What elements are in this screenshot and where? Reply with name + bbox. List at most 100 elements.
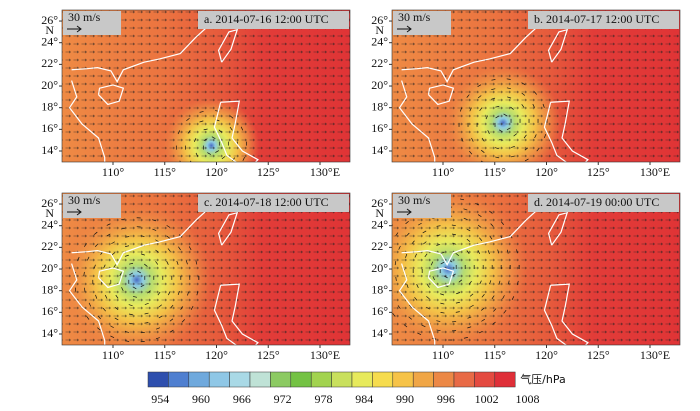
vortex-vector (125, 236, 130, 238)
vortex-vector (424, 253, 428, 258)
vortex-vector (532, 103, 535, 108)
vortex-vector (436, 320, 441, 322)
coastline (71, 198, 217, 266)
y-tick-label: 16° (371, 304, 388, 318)
vortex-vector (158, 315, 163, 319)
vortex-vector (502, 295, 505, 300)
vortex-vector (77, 256, 80, 261)
x-tick-label: 125° (257, 165, 280, 179)
vortex-vector (507, 280, 510, 285)
coastline (217, 28, 239, 63)
y-tick-label: 20° (41, 261, 58, 275)
colorbar-box (147, 371, 169, 388)
vortex-vector (491, 295, 495, 300)
vortex-vector (489, 210, 493, 214)
vortex-vector (83, 271, 85, 276)
y-tick-label: 16° (41, 121, 58, 135)
vortex-vector (125, 340, 130, 342)
y-unit: N (375, 206, 384, 220)
vortex-vector (219, 179, 223, 180)
vortex-vector (495, 115, 500, 119)
vortex-vector (132, 286, 137, 290)
vortex-vector (169, 329, 174, 333)
vortex-vector (195, 260, 198, 265)
y-tick-label: 20° (371, 261, 388, 275)
scale-arrow (67, 25, 82, 33)
x-tick-label: 110° (102, 348, 125, 362)
vortex-vector (492, 321, 496, 325)
vortex-vector (166, 235, 171, 239)
vortex-vector (398, 245, 401, 250)
vortex-vector (463, 337, 468, 339)
vortex-vector (463, 208, 468, 211)
vortex-vector (157, 291, 161, 296)
vortex-vector (110, 335, 115, 338)
vortex-vector (418, 222, 422, 226)
vortex-vector (113, 264, 117, 269)
vortex-vector (74, 287, 77, 292)
vortex-vector (176, 260, 179, 265)
vortex-vector (242, 157, 245, 161)
vortex-vector (477, 84, 482, 88)
vortex-vector (467, 326, 472, 329)
coastline (213, 100, 259, 162)
vortex-vector (426, 296, 430, 300)
colorbar-tick-label: 960 (192, 392, 210, 406)
coastline (547, 211, 569, 246)
vortex-vector (406, 232, 410, 237)
vortex-vector (129, 322, 134, 325)
vortex-vector (229, 126, 233, 131)
vortex-vector (155, 261, 159, 265)
y-tick-label: 20° (371, 78, 388, 92)
vortex-vector (440, 261, 445, 265)
colorbar-box (494, 371, 516, 388)
vortex-vector (155, 249, 159, 253)
vortex-vector (233, 170, 236, 172)
vortex-vector (86, 316, 90, 320)
y-tick-label: 16° (371, 121, 388, 135)
colorbar-box (310, 371, 332, 388)
vortex-vector (498, 280, 501, 285)
colorbar-box (249, 371, 271, 388)
y-tick-label: 26° (371, 196, 388, 210)
colorbar-box (229, 371, 251, 388)
y-tick-label: 24° (371, 217, 388, 231)
vortex-vector (167, 248, 171, 252)
vortex-vector (405, 253, 408, 258)
vortex-vector (240, 126, 244, 131)
vortex-vector (458, 279, 463, 283)
y-tick-label: 24° (41, 34, 58, 48)
vortex-vector (466, 228, 471, 232)
vortex-vector (93, 231, 98, 235)
vortex-vector (97, 315, 101, 320)
colorbar-box (474, 371, 496, 388)
colorbar-box (290, 371, 312, 388)
vortex-vector (451, 273, 456, 277)
vortex-vector (114, 306, 119, 310)
vortex-vector (436, 225, 441, 227)
vortex-vector (395, 276, 397, 281)
vortex-vector (516, 249, 518, 254)
y-tick-label: 22° (371, 56, 388, 70)
vortex-vector (394, 261, 397, 266)
vortex-vector (521, 92, 526, 96)
y-tick-label: 26° (41, 13, 58, 27)
vortex-vector (177, 291, 180, 296)
vortex-vector (129, 272, 133, 276)
colorbar-tick-label: 1002 (475, 392, 499, 406)
vortex-vector (436, 234, 441, 237)
colorbar-tick-label: 978 (314, 392, 332, 406)
coastline (71, 15, 217, 83)
vortex-vector (195, 152, 199, 157)
colorbar-box (188, 371, 210, 388)
colorbar-box (208, 371, 230, 388)
vortex-vector (491, 88, 496, 90)
y-tick-label: 26° (41, 196, 58, 210)
y-tick-label: 18° (41, 282, 58, 296)
vortex-vector (414, 253, 417, 258)
vortex-vector (199, 111, 204, 113)
y-tick-label: 14° (41, 143, 58, 157)
vortex-vector (181, 319, 185, 323)
vortex-vector (534, 134, 537, 139)
vortex-vector (542, 103, 545, 108)
